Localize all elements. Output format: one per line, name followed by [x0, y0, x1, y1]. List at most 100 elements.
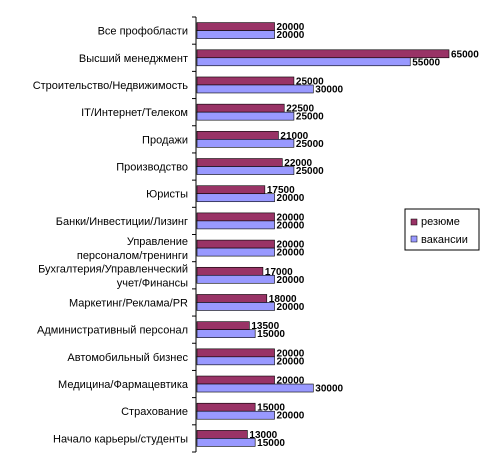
- bar-resume: [196, 158, 283, 167]
- category-label: Юристы: [146, 189, 188, 201]
- category-label-line: Банки/Инвестиции/Лизинг: [56, 216, 188, 228]
- category-label-line: Страхование: [121, 406, 188, 418]
- value-label-resume: 65000: [451, 49, 479, 60]
- value-label-resume: 22000: [284, 158, 312, 169]
- value-label-vacancies: 30000: [315, 384, 343, 395]
- value-label-resume: 17500: [267, 185, 295, 196]
- category-label: Автомобильный бизнес: [67, 352, 188, 364]
- value-labels: 2000020000650005500025000300002250025000…: [249, 22, 479, 449]
- bar-vacancies: [196, 57, 411, 67]
- value-label-resume: 21000: [280, 131, 308, 142]
- category-label-line: Медицина/Фармацевтика: [58, 379, 189, 391]
- bar-resume: [196, 239, 275, 249]
- bar-resume: [196, 321, 250, 330]
- bar-resume: [196, 266, 264, 276]
- category-label-line: Начало карьеры/студенты: [53, 433, 188, 445]
- value-label-vacancies: 20000: [277, 220, 305, 231]
- legend-label-vacancies: вакансии: [421, 234, 468, 246]
- value-label-resume: 20000: [277, 212, 305, 223]
- bar-resume: [196, 294, 268, 303]
- value-label-vacancies: 25000: [296, 112, 324, 123]
- bar-resume: [196, 402, 256, 412]
- value-label-resume: 20000: [277, 376, 305, 387]
- legend-swatch-vacancies: [410, 235, 418, 243]
- value-label-resume: 25000: [296, 76, 324, 87]
- value-label-vacancies: 25000: [296, 139, 324, 150]
- bar-vacancies: [196, 166, 295, 175]
- category-label-line: Производство: [116, 162, 188, 174]
- category-label: Продажи: [142, 134, 188, 146]
- value-label-resume: 15000: [257, 403, 285, 414]
- bar-resume: [196, 348, 275, 358]
- category-label: Банки/Инвестиции/Лизинг: [56, 216, 188, 228]
- category-label: IT/Интернет/Телеком: [81, 107, 188, 119]
- legend-box: [404, 208, 480, 251]
- bar-resume: [196, 131, 279, 140]
- bar-vacancies: [196, 302, 275, 311]
- value-label-resume: 17000: [265, 267, 293, 278]
- category-label: Медицина/Фармацевтика: [58, 379, 189, 391]
- bar-resume: [196, 185, 266, 195]
- category-labels: Все профобласти Высший менеджмент Строител…: [33, 26, 189, 446]
- category-label: Бухгалтерия/Управленческий учет/Финансы: [38, 263, 188, 289]
- bar-vacancies: [196, 193, 275, 203]
- category-label-line: Все профобласти: [98, 26, 188, 38]
- category-label: Высший менеджмент: [79, 53, 188, 65]
- category-label-line: IT/Интернет/Телеком: [81, 107, 188, 119]
- value-label-resume: 18000: [269, 294, 297, 305]
- bar-vacancies: [196, 84, 314, 94]
- value-label-vacancies: 20000: [277, 193, 305, 204]
- value-label-resume: 13000: [249, 430, 277, 441]
- category-label: Маркетинг/Реклама/PR: [69, 297, 188, 309]
- value-label-vacancies: 20000: [277, 248, 305, 259]
- legend-swatch-resume: [410, 218, 418, 226]
- category-label: Строительство/Недвижимость: [33, 80, 189, 92]
- bar-vacancies: [196, 111, 295, 121]
- value-label-resume: 20000: [277, 22, 305, 33]
- value-label-vacancies: 15000: [257, 438, 285, 449]
- value-label-vacancies: 15000: [257, 329, 285, 340]
- category-label: Страхование: [121, 406, 188, 418]
- bar-resume: [196, 76, 295, 86]
- bar-vacancies: [196, 139, 295, 148]
- category-label: Начало карьеры/студенты: [53, 433, 188, 445]
- bars: [196, 22, 450, 447]
- bar-vacancies: [196, 329, 256, 338]
- bar-vacancies: [196, 274, 275, 284]
- category-label-line: Высший менеджмент: [79, 53, 188, 65]
- value-label-vacancies: 20000: [277, 302, 305, 313]
- value-label-vacancies: 20000: [277, 356, 305, 367]
- category-label-line: Бухгалтерия/Управленческий: [38, 263, 188, 275]
- category-label: Управление персоналом/тренинги: [77, 236, 188, 262]
- category-label-line: Маркетинг/Реклама/PR: [69, 297, 188, 309]
- value-label-resume: 20000: [277, 240, 305, 251]
- value-label-vacancies: 55000: [412, 57, 440, 68]
- category-label-line: Строительство/Недвижимость: [33, 80, 189, 92]
- bar-vacancies: [196, 247, 275, 257]
- value-label-vacancies: 20000: [277, 30, 305, 41]
- bar-resume: [196, 22, 275, 31]
- value-label-resume: 13500: [251, 321, 279, 332]
- category-label-line: учет/Финансы: [117, 277, 188, 289]
- category-label-line: Продажи: [142, 134, 188, 146]
- category-label-line: Юристы: [146, 189, 188, 201]
- value-label-resume: 22500: [286, 104, 314, 115]
- category-label: Все профобласти: [98, 26, 188, 38]
- bar-resume: [196, 49, 450, 59]
- value-label-vacancies: 30000: [315, 84, 343, 95]
- value-label-vacancies: 20000: [277, 411, 305, 422]
- category-label-line: Административный персонал: [37, 325, 188, 337]
- category-label: Производство: [116, 162, 188, 174]
- bar-vacancies: [196, 383, 314, 393]
- bar-resume: [196, 103, 285, 113]
- value-label-vacancies: 20000: [277, 275, 305, 286]
- bar-resume: [196, 212, 275, 222]
- bar-resume: [196, 375, 275, 385]
- category-label: Административный персонал: [37, 325, 188, 337]
- value-label-vacancies: 25000: [296, 166, 324, 177]
- category-label-line: Управление: [127, 236, 188, 248]
- legend: резюме вакансии: [404, 208, 480, 251]
- bar-vacancies: [196, 30, 275, 39]
- bar-vacancies: [196, 220, 275, 230]
